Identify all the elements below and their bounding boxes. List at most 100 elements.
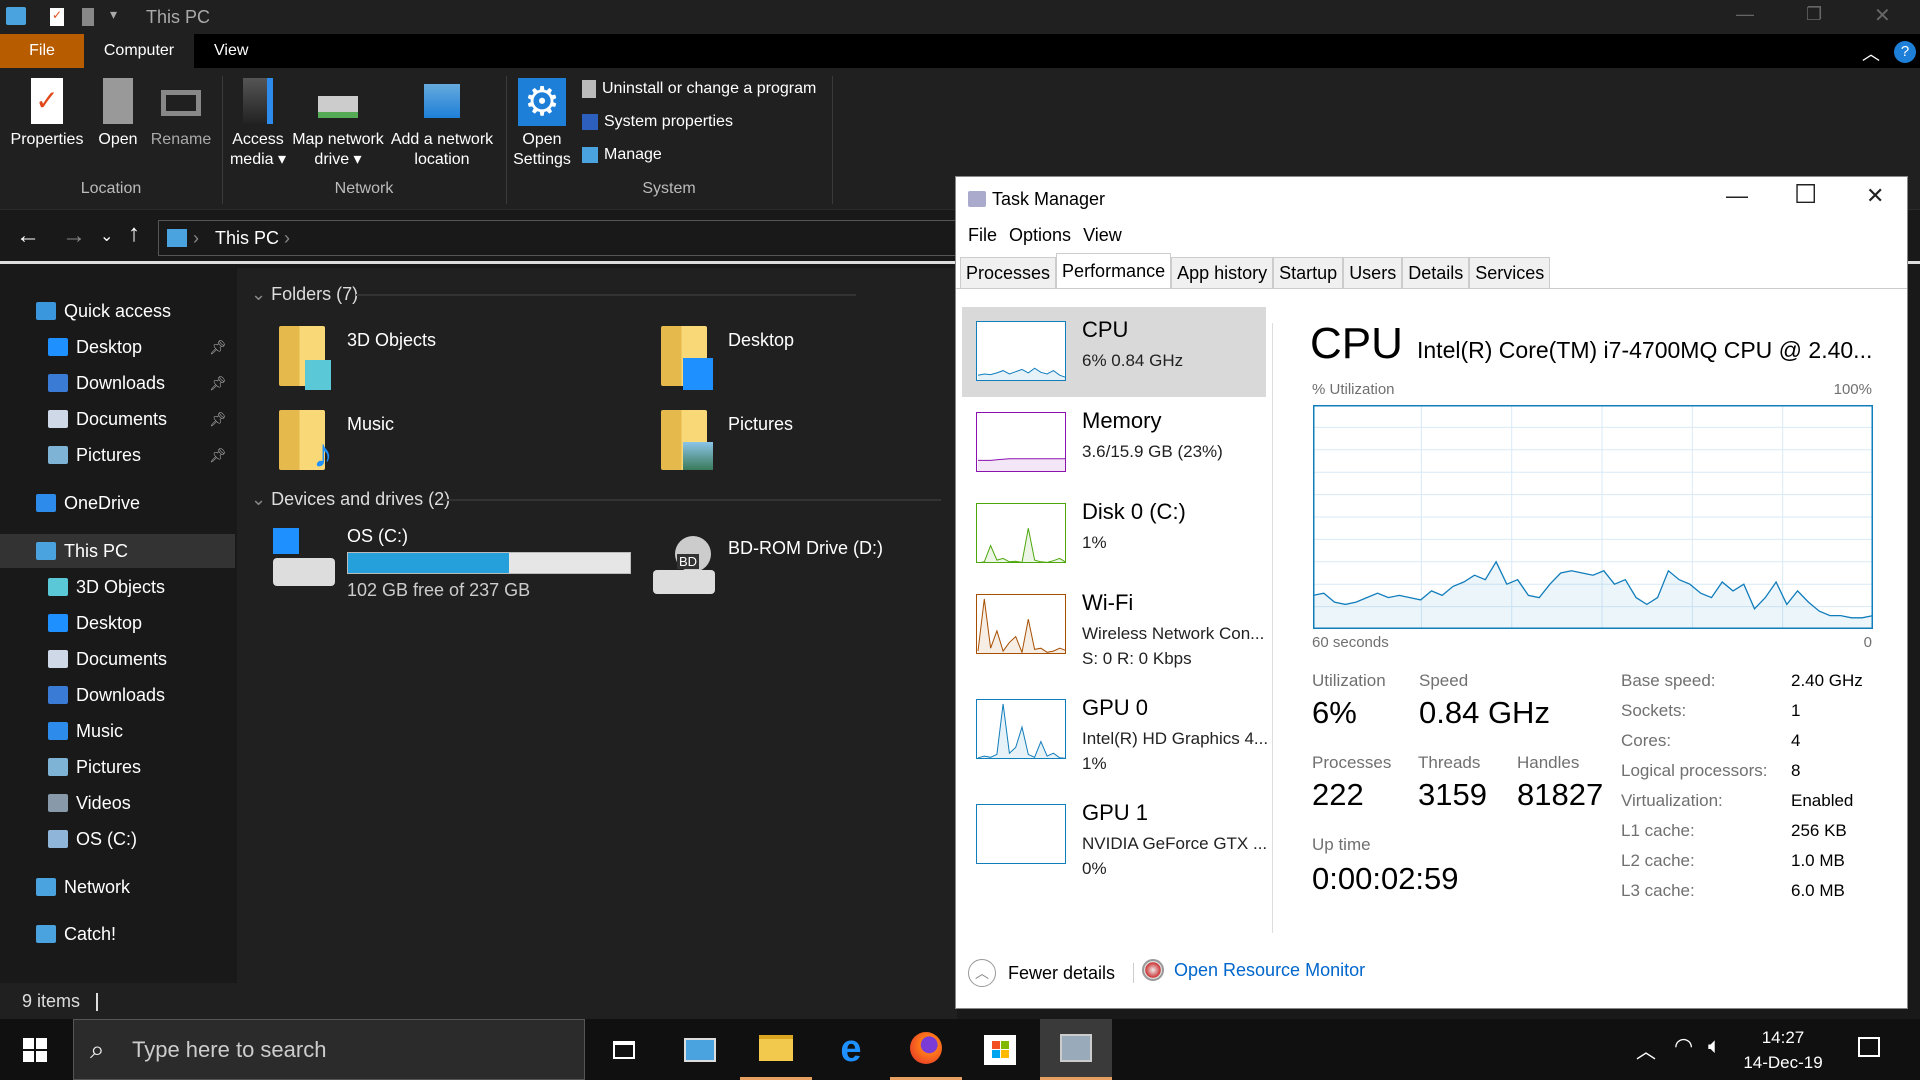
tab-processes[interactable]: Processes <box>960 257 1057 289</box>
add-network-location-button[interactable]: Add a network location <box>390 78 494 170</box>
perf-item-gpu-0[interactable]: GPU 0 Intel(R) HD Graphics 4... 1% <box>962 685 1268 775</box>
tab-computer[interactable]: Computer <box>84 34 194 68</box>
pin-icon[interactable]: 📌︎ <box>209 411 227 427</box>
uptime-label: Up time <box>1312 835 1371 854</box>
pin-icon[interactable]: 📌︎ <box>209 447 227 463</box>
menu-options[interactable]: Options <box>1009 225 1072 245</box>
taskbar-search-box[interactable]: ⌕ Type here to search <box>73 1019 585 1080</box>
folder-desktop[interactable]: Desktop <box>728 330 795 350</box>
sidebar-item-onedrive[interactable]: OneDrive <box>0 486 235 520</box>
tab-details[interactable]: Details <box>1402 257 1470 289</box>
tab-startup[interactable]: Startup <box>1273 257 1344 289</box>
rename-button[interactable]: Rename <box>150 78 212 150</box>
uninstall-program-link[interactable]: Uninstall or change a program <box>582 80 816 98</box>
properties-icon: ✓ <box>31 78 63 124</box>
sparkline <box>976 594 1066 654</box>
perf-item-wi-fi[interactable]: Wi-Fi Wireless Network Con... S: 0 R: 0 Kb… <box>962 580 1266 670</box>
taskbar-app-task-manager[interactable] <box>1040 1019 1112 1080</box>
fewer-details-button[interactable]: ︿ Fewer details <box>968 959 1115 987</box>
recent-locations-button[interactable]: ⌄ <box>100 228 114 245</box>
sidebar-item-downloads[interactable]: Downloads 📌︎ <box>0 366 235 400</box>
show-hidden-icons-button[interactable]: ︿ <box>1636 1041 1656 1063</box>
notification-center-icon[interactable] <box>1858 1037 1880 1057</box>
sidebar-item-label: Network <box>64 877 131 897</box>
sidebar-item-catch[interactable]: Catch! <box>0 917 235 951</box>
help-icon[interactable]: ? <box>1894 41 1916 63</box>
sidebar-item-network[interactable]: Network <box>0 870 235 904</box>
menu-file[interactable]: File <box>968 225 998 245</box>
sidebar-item-quick-access[interactable]: Quick access <box>0 294 235 328</box>
drive-d-name[interactable]: BD-ROM Drive (D:) <box>728 538 883 558</box>
sidebar-item-documents[interactable]: Documents <box>0 642 235 676</box>
sidebar-item-videos[interactable]: Videos <box>0 786 235 820</box>
sidebar-item-pictures[interactable]: Pictures 📌︎ <box>0 438 235 472</box>
maximize-button[interactable]: ☐ <box>1794 179 1818 209</box>
tab-app-history[interactable]: App history <box>1171 257 1274 289</box>
sidebar-item-os-c[interactable]: OS (C:) <box>0 822 235 856</box>
address-bar[interactable]: › This PC › <box>158 220 958 256</box>
forward-button[interactable]: → <box>62 222 86 249</box>
ribbon-tabs: File Computer View ︿ ? <box>0 34 1920 68</box>
sidebar-item-this-pc[interactable]: This PC <box>0 534 235 568</box>
tab-file[interactable]: File <box>0 34 84 68</box>
breadcrumb-this-pc[interactable]: This PC <box>215 228 280 248</box>
sidebar-item-pictures[interactable]: Pictures <box>0 750 235 784</box>
new-folder-quick-icon[interactable] <box>82 8 94 26</box>
drive-icon <box>48 830 68 848</box>
drive-c-name[interactable]: OS (C:) <box>347 526 408 546</box>
properties-quick-icon[interactable]: ✓ <box>50 8 64 26</box>
map-network-drive-button[interactable]: Map network drive ▾ <box>290 78 386 170</box>
menu-view[interactable]: View <box>1083 225 1122 245</box>
close-button[interactable]: ✕ <box>1874 5 1891 27</box>
folders-section-header[interactable]: ⌄ Folders (7) <box>251 284 856 305</box>
perf-item-name: Disk 0 (C:) <box>1082 499 1186 524</box>
pin-icon[interactable]: 📌︎ <box>209 375 227 391</box>
sidebar-item-music[interactable]: Music <box>0 714 235 748</box>
sidebar-item-3d-objects[interactable]: 3D Objects <box>0 570 235 604</box>
perf-item-disk-0-c[interactable]: Disk 0 (C:) 1% <box>962 489 1266 579</box>
folder-music[interactable]: Music <box>347 414 395 434</box>
wifi-icon[interactable]: ◠ <box>1674 1033 1694 1058</box>
access-media-button[interactable]: Access media ▾ <box>228 78 288 170</box>
system-properties-link[interactable]: System properties <box>582 113 733 131</box>
pin-icon[interactable]: 📌︎ <box>209 339 227 355</box>
sidebar-item-documents[interactable]: Documents 📌︎ <box>0 402 235 436</box>
properties-button[interactable]: ✓ Properties <box>10 78 84 150</box>
open-settings-button[interactable]: ⚙ Open Settings <box>513 78 571 168</box>
sidebar-item-downloads[interactable]: Downloads <box>0 678 235 712</box>
collapse-ribbon-icon[interactable]: ︿ <box>1862 44 1880 64</box>
taskbar-app-control-panel[interactable] <box>664 1019 736 1080</box>
back-button[interactable]: ← <box>16 222 40 249</box>
taskbar-app-store[interactable] <box>964 1019 1036 1080</box>
manage-link[interactable]: Manage <box>582 146 662 164</box>
folder-3d-objects[interactable]: 3D Objects <box>347 330 437 350</box>
sidebar-item-desktop[interactable]: Desktop <box>0 606 235 640</box>
restore-button[interactable]: ❐ <box>1806 4 1823 24</box>
close-button[interactable]: ✕ <box>1866 183 1885 208</box>
tab-performance[interactable]: Performance <box>1056 253 1172 289</box>
clock[interactable]: 14:27 14-Dec-19 <box>1743 1028 1823 1072</box>
taskbar-app-file-explorer[interactable] <box>740 1019 812 1080</box>
open-button[interactable]: Open <box>94 78 142 150</box>
devices-section-header[interactable]: ⌄ Devices and drives (2) <box>251 489 941 510</box>
tab-services[interactable]: Services <box>1469 257 1551 289</box>
open-icon <box>103 78 133 124</box>
customize-quick-access-icon[interactable]: ▾ <box>110 6 118 22</box>
up-button[interactable]: ↑ <box>128 220 140 247</box>
perf-item-gpu-1[interactable]: GPU 1 NVIDIA GeForce GTX ... 0% <box>962 790 1267 880</box>
open-resource-monitor-link[interactable]: Open Resource Monitor <box>1134 959 1365 981</box>
minimize-button[interactable]: — <box>1736 4 1754 24</box>
perf-item-memory[interactable]: Memory 3.6/15.9 GB (23%) <box>962 398 1266 488</box>
taskbar-app-edge[interactable]: e <box>815 1019 887 1080</box>
taskbar-app-firefox[interactable] <box>890 1019 962 1080</box>
minimize-button[interactable]: — <box>1726 183 1748 208</box>
sidebar-item-desktop[interactable]: Desktop 📌︎ <box>0 330 235 364</box>
task-view-button[interactable] <box>588 1019 660 1080</box>
folder-pictures[interactable]: Pictures <box>728 414 794 434</box>
document-icon <box>48 410 68 428</box>
tab-users[interactable]: Users <box>1343 257 1403 289</box>
perf-item-cpu[interactable]: CPU 6% 0.84 GHz <box>962 307 1266 397</box>
start-button[interactable] <box>0 1019 70 1080</box>
tab-view[interactable]: View <box>214 42 249 59</box>
volume-icon[interactable]: 🔈︎ <box>1708 1033 1722 1058</box>
